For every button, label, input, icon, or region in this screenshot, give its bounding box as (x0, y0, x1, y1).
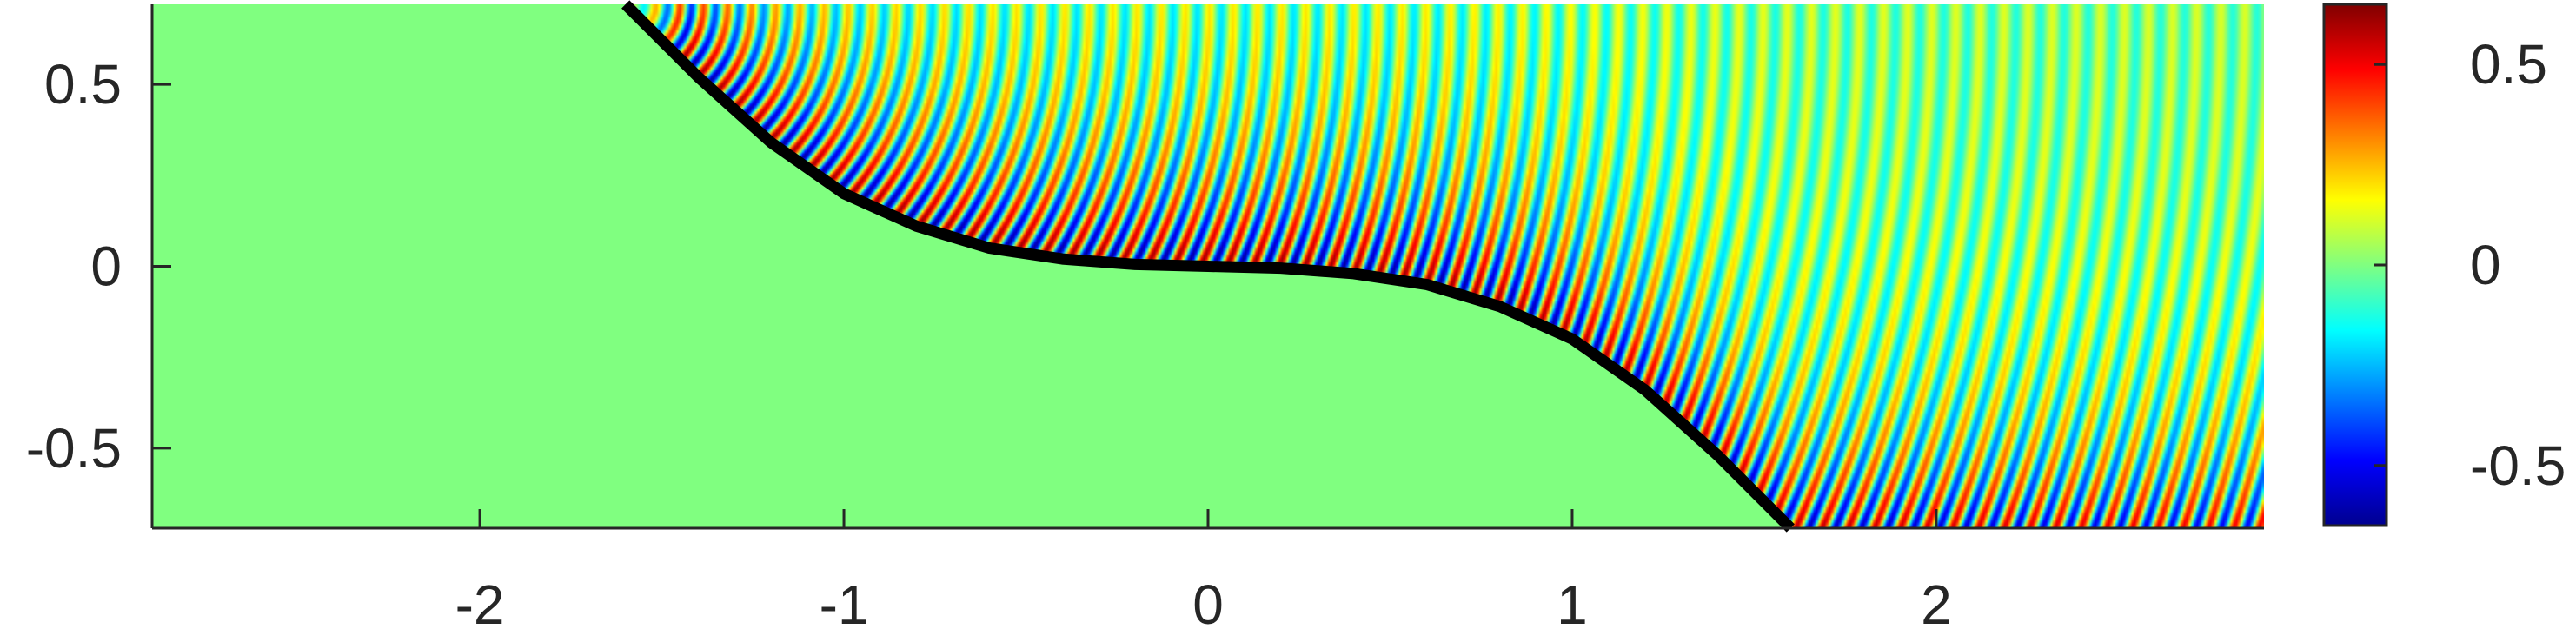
plot-area (150, 0, 2264, 533)
x-tick-label: 1 (1557, 573, 1588, 629)
colorbar-tick-label: 0 (2470, 234, 2501, 296)
y-tick-label: 0 (90, 235, 122, 298)
y-tick-label: 0.5 (44, 53, 122, 116)
colorbar: 0.5 0 -0.5 (2322, 3, 2566, 527)
boundary-curve (621, 0, 1795, 533)
y-axis: 0.5 0 -0.5 (26, 53, 171, 480)
x-tick-label: 2 (1921, 573, 1952, 629)
x-tick-label: 0 (1192, 573, 1224, 629)
x-tick-label: -1 (820, 573, 869, 629)
colorbar-tick-label: 0.5 (2470, 33, 2547, 96)
x-axis: -2 -1 0 1 2 (455, 509, 1952, 629)
y-tick-label: -0.5 (26, 417, 122, 480)
colorbar-tick-label: -0.5 (2470, 434, 2566, 497)
x-tick-label: -2 (455, 573, 505, 629)
